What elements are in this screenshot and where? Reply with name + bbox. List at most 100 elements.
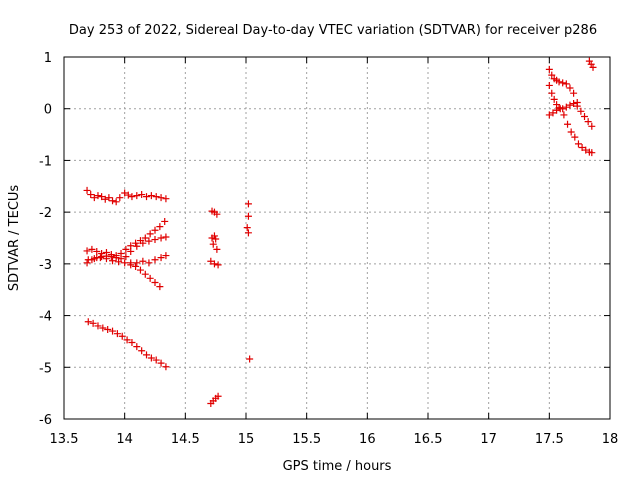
y-tick-label: -5 xyxy=(39,361,52,376)
data-point-marker xyxy=(99,324,107,332)
data-point-marker xyxy=(152,193,160,201)
data-point-marker xyxy=(161,217,169,225)
data-point-marker xyxy=(115,258,123,266)
data-point-marker xyxy=(545,111,553,119)
x-tick-label: 17.5 xyxy=(535,432,564,447)
data-point-marker xyxy=(548,71,556,79)
data-point-marker xyxy=(133,192,141,200)
data-point-marker xyxy=(133,259,141,267)
x-axis-label: GPS time / hours xyxy=(283,459,392,474)
data-point-marker xyxy=(246,355,254,363)
data-point-marker xyxy=(96,254,104,262)
x-tick-label: 13.5 xyxy=(50,432,79,447)
data-point-marker xyxy=(122,245,130,253)
data-point-marker xyxy=(570,89,578,97)
data-point-marker xyxy=(139,239,147,247)
data-point-marker xyxy=(147,192,155,200)
data-point-marker xyxy=(588,149,596,157)
data-point-marker xyxy=(587,60,595,68)
data-series xyxy=(127,259,164,291)
data-series xyxy=(585,57,597,71)
data-point-marker xyxy=(109,197,117,205)
data-point-marker xyxy=(109,327,117,335)
y-tick-label: 0 xyxy=(44,103,52,118)
data-point-marker xyxy=(162,363,170,371)
data-series xyxy=(84,252,170,269)
data-point-marker xyxy=(127,259,135,267)
data-point-marker xyxy=(162,252,170,260)
data-point-marker xyxy=(210,260,218,268)
data-series xyxy=(545,81,581,113)
data-series xyxy=(208,207,221,218)
data-point-marker xyxy=(146,274,154,282)
x-tick-label: 17 xyxy=(480,432,497,447)
data-point-marker xyxy=(89,319,97,327)
tick-labels: 13.5 14 14.5 15 15.5 16 16.5 17 17.5 18 1 0 -1 -2 -3 -4… xyxy=(39,51,618,447)
data-point-marker xyxy=(209,240,217,248)
data-point-marker xyxy=(559,79,567,87)
data-point-marker xyxy=(545,81,553,89)
data-point-marker xyxy=(214,392,222,400)
data-point-marker xyxy=(581,112,589,120)
data-point-marker xyxy=(90,255,98,263)
data-point-marker xyxy=(562,103,570,111)
data-point-marker xyxy=(138,191,146,199)
data-point-marker xyxy=(128,338,136,346)
data-point-marker xyxy=(118,332,126,340)
data-point-marker xyxy=(132,262,140,270)
data-point-marker xyxy=(213,245,221,253)
data-point-marker xyxy=(145,237,153,245)
data-point-marker xyxy=(213,210,221,218)
data-point-marker xyxy=(141,270,149,278)
data-point-marker xyxy=(147,354,155,362)
data-point-marker xyxy=(156,223,164,231)
data-point-marker xyxy=(556,105,564,113)
data-point-marker xyxy=(570,100,578,108)
data-point-marker xyxy=(553,106,561,114)
data-point-marker xyxy=(84,256,92,264)
data-point-marker xyxy=(139,257,147,265)
data-point-marker xyxy=(162,233,170,241)
data-point-marker xyxy=(585,57,593,65)
data-point-marker xyxy=(243,224,251,232)
data-point-marker xyxy=(116,194,124,202)
data-point-marker xyxy=(133,242,141,250)
data-point-marker xyxy=(244,229,252,237)
x-tick-label: 15 xyxy=(238,432,255,447)
y-tick-label: -1 xyxy=(39,154,52,169)
grid-lines xyxy=(64,57,610,419)
data-point-marker xyxy=(83,186,91,194)
data-point-marker xyxy=(132,239,140,247)
data-point-marker xyxy=(152,356,160,364)
data-point-marker xyxy=(105,194,113,202)
data-point-marker xyxy=(112,254,120,262)
data-point-marker xyxy=(207,257,215,265)
data-point-marker xyxy=(550,95,558,103)
data-point-marker xyxy=(566,101,574,109)
data-points xyxy=(83,57,597,407)
data-point-marker xyxy=(123,336,131,344)
data-point-marker xyxy=(109,257,117,265)
data-point-marker xyxy=(101,195,109,203)
x-tick-label: 16 xyxy=(359,432,376,447)
data-series xyxy=(83,233,170,267)
data-series xyxy=(208,232,221,253)
data-point-marker xyxy=(94,322,102,330)
data-point-marker xyxy=(133,343,141,351)
data-point-marker xyxy=(577,107,585,115)
data-point-marker xyxy=(127,247,135,255)
data-point-marker xyxy=(566,84,574,92)
y-axis-label: SDTVAR / TECUs xyxy=(7,185,22,292)
data-point-marker xyxy=(244,212,252,220)
data-point-marker xyxy=(136,266,144,274)
data-point-marker xyxy=(151,226,159,234)
data-point-marker xyxy=(113,330,121,338)
data-point-marker xyxy=(564,120,572,128)
data-point-marker xyxy=(214,261,222,269)
data-point-marker xyxy=(121,259,129,267)
axis-ticks xyxy=(63,56,611,420)
data-point-marker xyxy=(84,318,92,326)
data-point-marker xyxy=(112,198,120,206)
plot-frame xyxy=(63,56,611,420)
